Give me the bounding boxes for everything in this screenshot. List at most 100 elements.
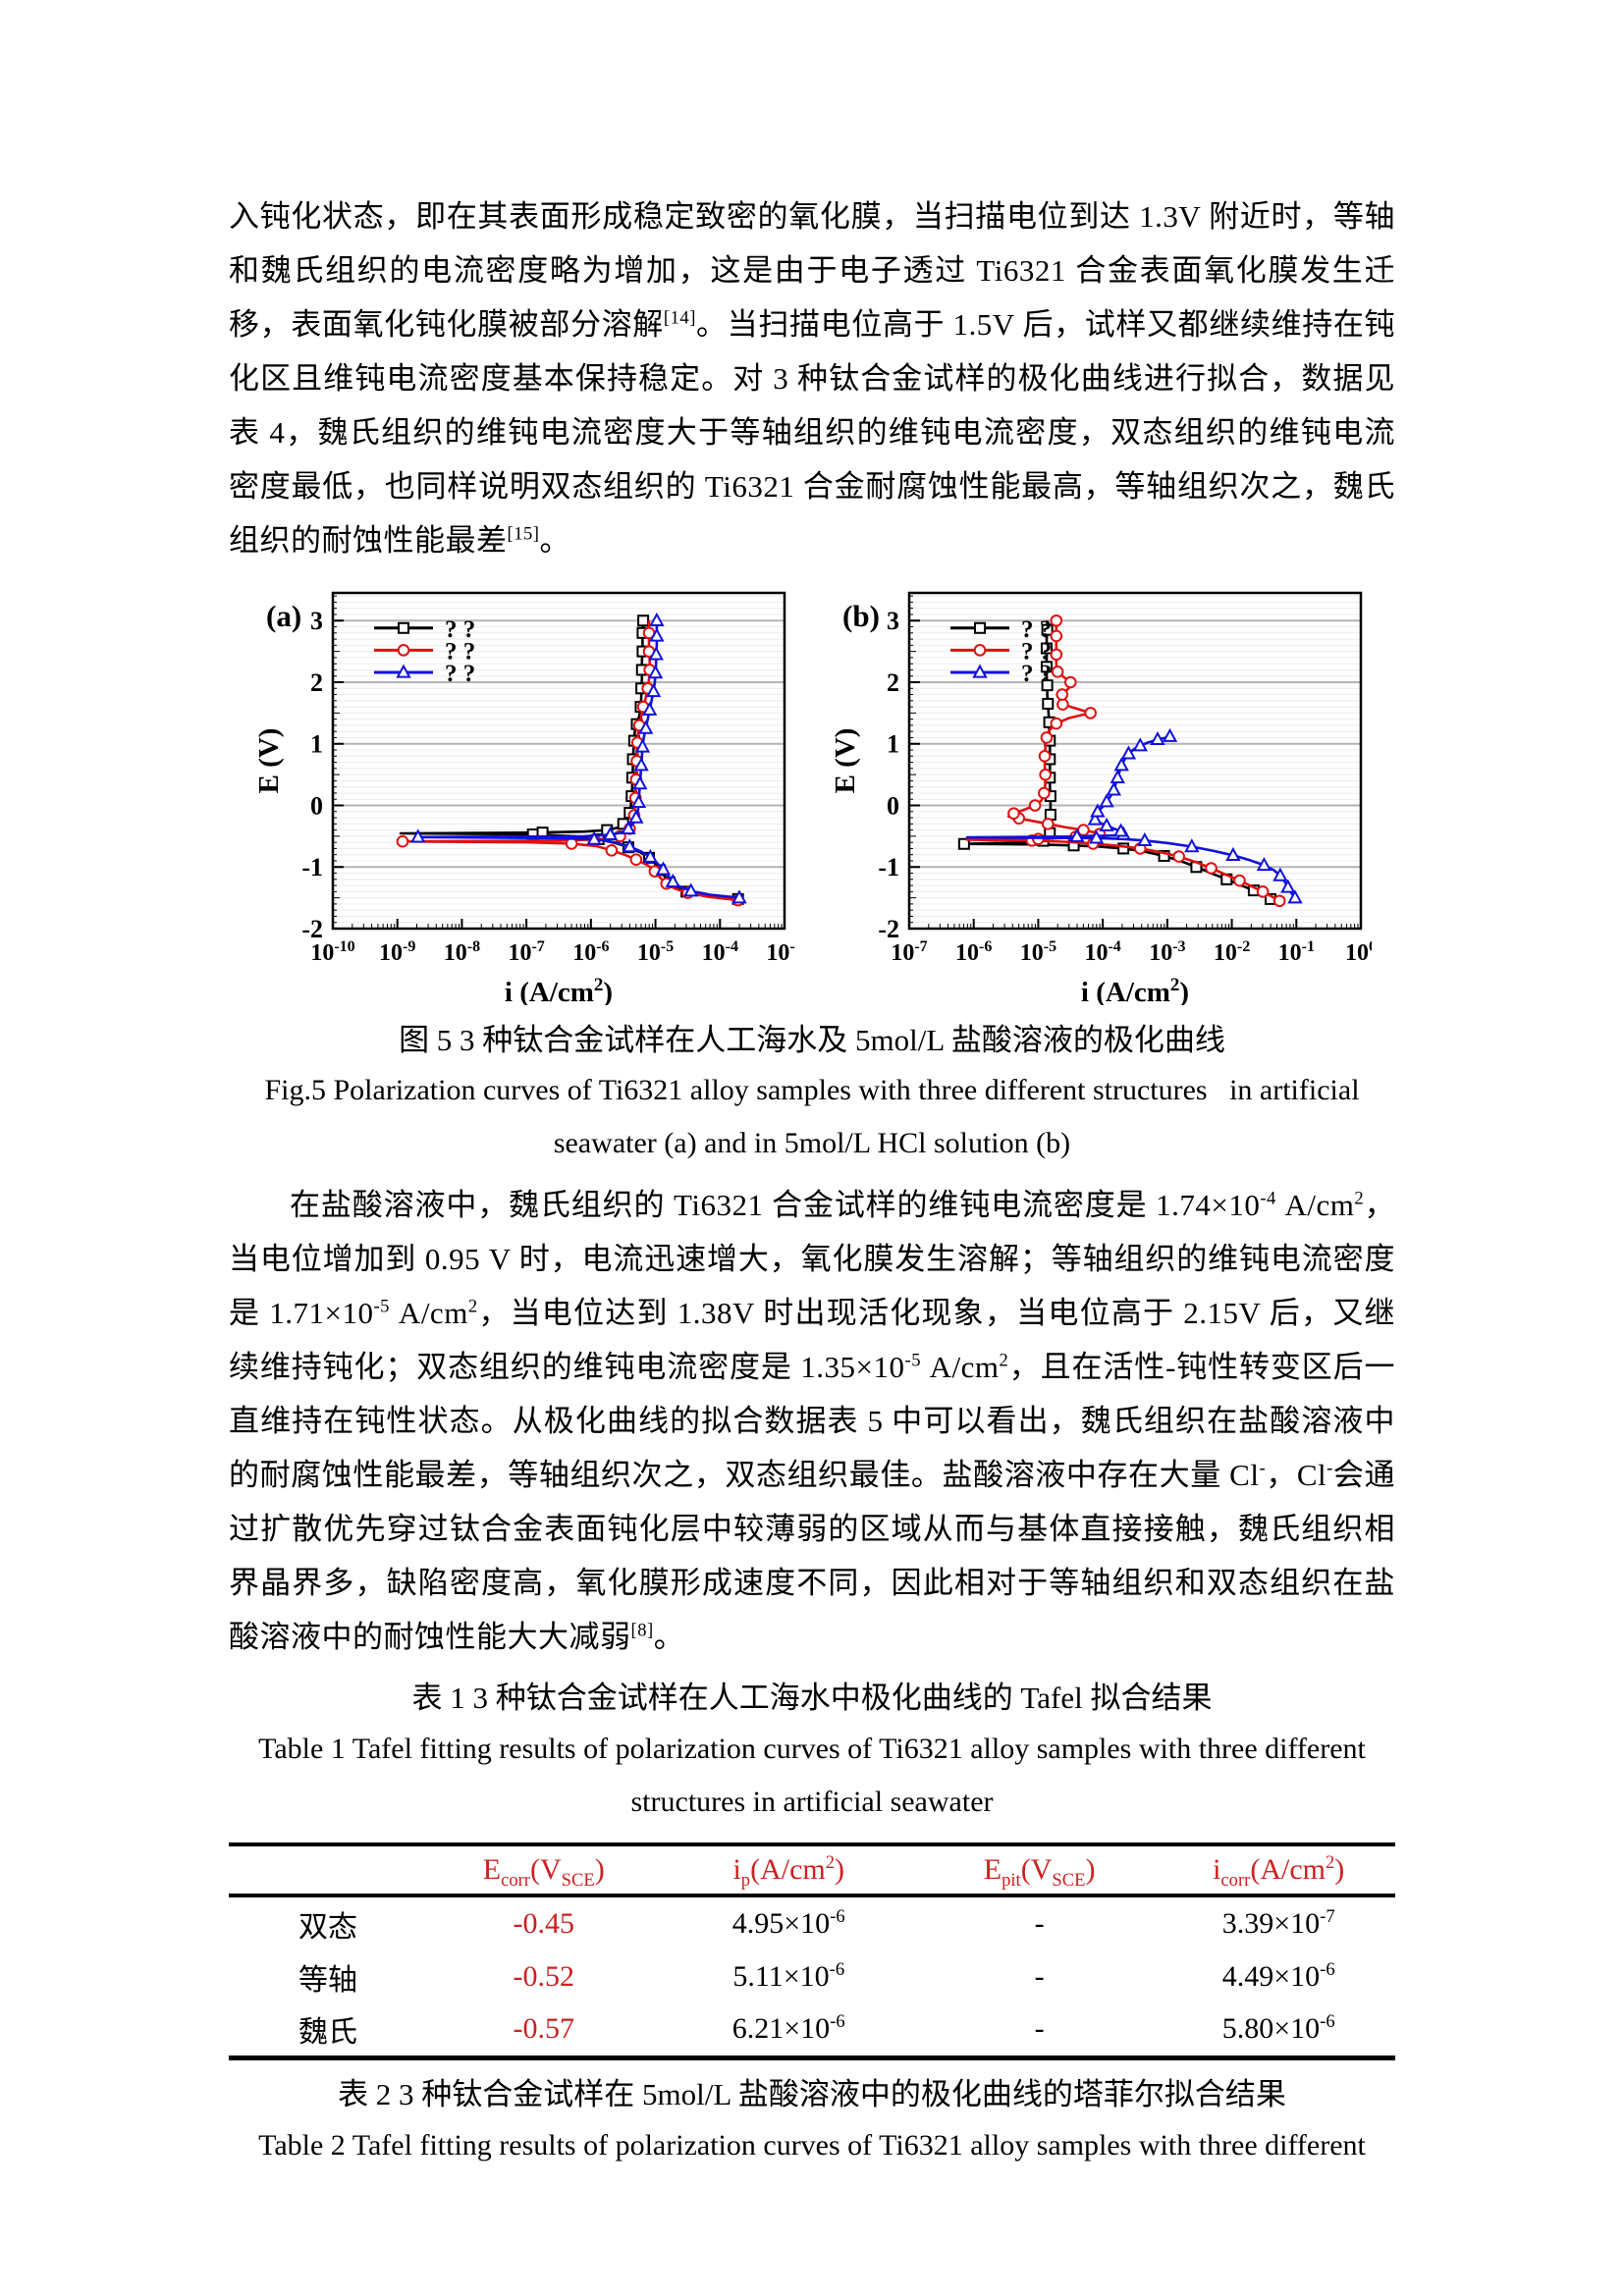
circle-marker — [629, 853, 643, 867]
y-tick-label: -2 — [878, 915, 899, 943]
triangle-marker — [1120, 745, 1137, 760]
x-tick-label: 10-2 — [1214, 938, 1250, 966]
circle-marker — [1050, 629, 1063, 643]
table2-caption-en-line1: Table 2 Tafel fitting results of polariz… — [258, 2128, 1366, 2162]
triangle-marker — [1132, 737, 1148, 752]
y-tick-label: 1 — [887, 730, 899, 759]
triangle-marker — [638, 720, 654, 734]
triangle-marker — [1112, 823, 1129, 837]
ip-value: 5.11×10-6 — [732, 1958, 845, 1993]
row-label: 双态 — [298, 1910, 357, 1944]
x-tick-label: 10-8 — [444, 938, 480, 966]
table2-caption-zh: 表 2 3 种钛合金试样在 5mol/L 盐酸溶液中的极化曲线的塔菲尔拟合结果 — [338, 2076, 1286, 2111]
row-label: 等轴 — [298, 1963, 357, 1997]
square-marker — [1158, 849, 1170, 862]
y-tick-label: 0 — [310, 791, 323, 820]
ip-value: 4.95×10-6 — [731, 1905, 845, 1940]
circle-marker — [1050, 648, 1063, 662]
x-axis-title: i (A/cm2) — [1081, 975, 1189, 1005]
y-tick-label: 0 — [887, 791, 899, 820]
triangle-marker — [1280, 879, 1296, 893]
circle-marker — [1233, 874, 1246, 887]
header-empty — [229, 1844, 427, 1897]
triangle-marker — [1087, 811, 1103, 826]
triangle-marker — [632, 775, 648, 790]
legend-label: ? ? — [1021, 616, 1052, 643]
legend-label: ? ? — [1021, 638, 1052, 665]
circle-marker — [1040, 731, 1054, 744]
triangle-marker — [1088, 829, 1105, 844]
table-row: 等轴 -0.52 5.11×10-6 - 4.49×10-6 — [229, 1949, 1395, 2003]
triangle-marker — [972, 664, 988, 678]
icorr-value: 4.49×10-6 — [1221, 1958, 1335, 1993]
table-header-row: Ecorr(VSCE) ip(A/cm2) Epit(VSCE) icorr(A… — [229, 1844, 1395, 1897]
y-tick-label: -1 — [878, 853, 899, 881]
triangle-marker — [1099, 793, 1114, 808]
x-tick-label: 100 — [1345, 938, 1372, 966]
legend: ? ?? ?? ? — [950, 616, 1052, 687]
x-tick-label: 10-1 — [1278, 938, 1315, 966]
circle-marker — [1272, 894, 1286, 908]
square-marker — [1041, 679, 1054, 692]
circle-marker — [1084, 707, 1097, 720]
circle-marker — [397, 644, 410, 657]
circle-marker — [1007, 807, 1020, 820]
legend-label: ? ? — [445, 661, 475, 687]
triangle-marker — [1069, 828, 1085, 842]
x-tick-label: 10-10 — [310, 938, 354, 966]
tafel-results-table: Ecorr(VSCE) ip(A/cm2) Epit(VSCE) icorr(A… — [229, 1842, 1395, 2060]
triangle-marker — [1106, 781, 1121, 796]
triangle-marker — [1287, 889, 1303, 904]
triangle-marker — [410, 828, 426, 843]
figure-5: -2 -1 0 1 2 3 10-10 10-9 10-8 10-7 10-6 10-5 10-4 10-… — [229, 583, 1395, 1008]
triangle-marker — [1184, 838, 1200, 853]
square-marker — [1041, 623, 1054, 636]
paragraph-1: 入钝化状态，即在其表面形成稳定致密的氧化膜，当扫描电位到达 1.3V 附近时，等… — [229, 199, 1395, 558]
polarization-chart-a: -2 -1 0 1 2 3 10-10 10-9 10-8 10-7 10-6 10-5 10-4 10-… — [252, 583, 803, 1008]
triangle-marker — [628, 809, 644, 824]
header-epit: Epit(VSCE) — [916, 1844, 1163, 1897]
triangle-marker — [1090, 803, 1106, 818]
circle-marker — [1039, 768, 1052, 781]
circle-marker — [1051, 666, 1064, 678]
ecorr-value: -0.57 — [513, 2012, 575, 2046]
axis-ticks — [332, 595, 785, 929]
series-curve-1 — [962, 620, 1272, 901]
series-group — [396, 612, 747, 907]
triangle-marker — [655, 861, 672, 876]
x-tick-label: 10-4 — [702, 938, 738, 966]
epit-value: - — [1034, 2012, 1045, 2046]
ecorr-value: -0.52 — [513, 1959, 575, 1993]
icorr-value: 3.39×10-7 — [1221, 1905, 1335, 1940]
ecorr-value: -0.45 — [513, 1906, 575, 1940]
circle-marker — [605, 844, 619, 857]
circle-marker — [1028, 799, 1042, 812]
chart-svg: -2 -1 0 1 2 3 10-10 10-9 10-8 10-7 10-6 10-5 10-4 10-… — [253, 591, 803, 1008]
table-row: 魏氏 -0.57 6.21×10-6 - 5.80×10-6 — [229, 2003, 1395, 2057]
y-tick-label: 2 — [310, 668, 323, 697]
row-label: 魏氏 — [298, 2016, 357, 2050]
circle-marker — [1056, 698, 1069, 711]
square-marker — [637, 614, 650, 627]
y-axis-title: E (V) — [253, 728, 285, 794]
epit-value: - — [1034, 1959, 1045, 1993]
y-axis-title: E (V) — [830, 728, 861, 794]
y-tick-label: -2 — [301, 915, 323, 943]
figure-caption-zh: 图 5 3 种钛合金试样在人工海水及 5mol/L 盐酸溶液的极化曲线 — [399, 1023, 1225, 1057]
paragraph-2: 在盐酸溶液中，魏氏组织的 Ti6321 合金试样的维钝电流密度是 1.74×10… — [229, 1188, 1396, 1654]
x-tick-label: 10-3 — [766, 938, 795, 966]
y-tick-label: 3 — [887, 607, 899, 635]
x-tick-label: 10-6 — [572, 938, 609, 966]
triangle-marker — [1110, 769, 1125, 783]
x-tick-label: 10-5 — [637, 938, 674, 966]
square-marker — [398, 621, 409, 634]
triangle-marker — [1256, 856, 1272, 872]
triangle-marker — [602, 826, 619, 841]
triangle-marker — [630, 793, 647, 809]
x-tick-label: 10-7 — [508, 938, 544, 966]
plot-border — [907, 591, 1363, 931]
figure-caption-en-line1: Fig.5 Polarization curves of Ti6321 allo… — [264, 1074, 1360, 1106]
triangle-marker — [1137, 831, 1153, 846]
circle-marker — [1172, 850, 1185, 863]
circle-marker — [1205, 862, 1218, 875]
